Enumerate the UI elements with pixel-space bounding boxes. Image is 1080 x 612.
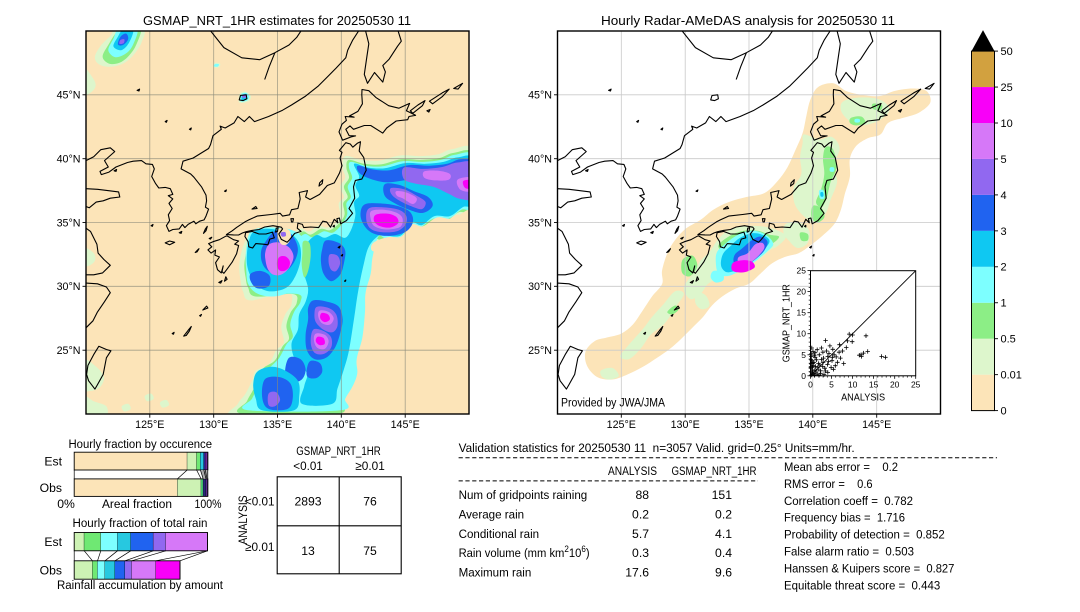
svg-text:13: 13 bbox=[301, 544, 315, 558]
svg-text:GSMAP_NRT_1HR: GSMAP_NRT_1HR bbox=[781, 284, 793, 362]
svg-text:130°E: 130°E bbox=[671, 419, 700, 431]
svg-text:0.2: 0.2 bbox=[715, 508, 732, 522]
svg-text:45°N: 45°N bbox=[528, 90, 552, 102]
svg-text:≥0.01: ≥0.01 bbox=[245, 540, 275, 554]
svg-text:30°N: 30°N bbox=[528, 281, 552, 293]
svg-text:2: 2 bbox=[1001, 262, 1007, 274]
svg-text:151: 151 bbox=[712, 488, 733, 502]
svg-text:0.5: 0.5 bbox=[1001, 334, 1016, 346]
svg-text:5.7: 5.7 bbox=[632, 527, 649, 541]
svg-text:<0.01: <0.01 bbox=[245, 495, 275, 509]
svg-text:76: 76 bbox=[363, 495, 377, 509]
svg-text:5: 5 bbox=[829, 379, 834, 389]
svg-text:20: 20 bbox=[890, 379, 900, 389]
svg-text:30°N: 30°N bbox=[57, 281, 81, 293]
svg-text:Rainfall accumulation by amoun: Rainfall accumulation by amount bbox=[57, 578, 224, 592]
svg-text:Equitable threat score = 0.44: Equitable threat score = 0.443 bbox=[784, 578, 940, 592]
svg-text:140°E: 140°E bbox=[327, 419, 356, 431]
svg-text:40°N: 40°N bbox=[528, 154, 552, 166]
svg-text:88: 88 bbox=[635, 488, 649, 502]
svg-text:0: 0 bbox=[1001, 406, 1007, 418]
svg-text:20: 20 bbox=[797, 287, 807, 297]
svg-text:Est: Est bbox=[44, 535, 62, 549]
svg-text:3: 3 bbox=[1001, 226, 1007, 238]
svg-text:5: 5 bbox=[1001, 154, 1007, 166]
svg-text:125°E: 125°E bbox=[135, 419, 164, 431]
svg-text:50: 50 bbox=[1001, 46, 1013, 58]
svg-text:RMS error = 0.6: RMS error = 0.6 bbox=[784, 477, 873, 491]
svg-text:135°E: 135°E bbox=[263, 419, 292, 431]
svg-text:0: 0 bbox=[808, 379, 813, 389]
svg-text:10: 10 bbox=[1001, 118, 1013, 130]
svg-text:0.4: 0.4 bbox=[715, 546, 732, 560]
svg-text:<0.01: <0.01 bbox=[293, 459, 323, 473]
svg-text:Rain volume (mm km2106): Rain volume (mm km2106) bbox=[459, 544, 590, 560]
svg-text:25°N: 25°N bbox=[528, 345, 552, 357]
svg-text:4: 4 bbox=[1001, 190, 1007, 202]
svg-text:35°N: 35°N bbox=[57, 217, 81, 229]
svg-text:15: 15 bbox=[797, 308, 807, 318]
svg-text:Average rain: Average rain bbox=[459, 508, 524, 522]
svg-text:125°E: 125°E bbox=[607, 419, 636, 431]
svg-text:25°N: 25°N bbox=[57, 345, 81, 357]
svg-text:Conditional rain: Conditional rain bbox=[459, 527, 539, 541]
svg-text:0.3: 0.3 bbox=[632, 546, 649, 560]
svg-text:25: 25 bbox=[1001, 82, 1013, 94]
svg-text:False alarm ratio = 0.503: False alarm ratio = 0.503 bbox=[784, 545, 914, 559]
svg-text:Probability of detection = 0.: Probability of detection = 0.852 bbox=[784, 528, 945, 542]
svg-text:0%: 0% bbox=[57, 497, 75, 511]
svg-text:Hourly fraction by occurence: Hourly fraction by occurence bbox=[69, 437, 213, 451]
svg-text:145°E: 145°E bbox=[391, 419, 420, 431]
svg-text:ANALYSIS: ANALYSIS bbox=[236, 496, 250, 545]
svg-text:Hourly fraction of total rain: Hourly fraction of total rain bbox=[73, 516, 208, 530]
svg-text:135°E: 135°E bbox=[734, 419, 763, 431]
svg-text:Maximum rain: Maximum rain bbox=[459, 565, 532, 579]
svg-text:Correlation coeff = 0.782: Correlation coeff = 0.782 bbox=[784, 494, 913, 508]
svg-text:17.6: 17.6 bbox=[625, 565, 649, 579]
svg-text:10: 10 bbox=[797, 329, 807, 339]
svg-text:2893: 2893 bbox=[294, 495, 321, 509]
svg-text:1: 1 bbox=[1001, 298, 1007, 310]
svg-text:0.2: 0.2 bbox=[632, 508, 649, 522]
svg-text:ANALYSIS: ANALYSIS bbox=[841, 391, 885, 403]
svg-text:45°N: 45°N bbox=[57, 90, 81, 102]
svg-text:140°E: 140°E bbox=[798, 419, 827, 431]
svg-text:Frequency bias = 1.716: Frequency bias = 1.716 bbox=[784, 511, 905, 525]
svg-text:25: 25 bbox=[797, 266, 807, 276]
svg-text:25: 25 bbox=[911, 379, 921, 389]
svg-text:GSMAP_NRT_1HR estimates for 20: GSMAP_NRT_1HR estimates for 20250530 11 bbox=[143, 13, 411, 28]
svg-text:10: 10 bbox=[848, 379, 858, 389]
svg-text:5: 5 bbox=[801, 350, 806, 360]
svg-text:40°N: 40°N bbox=[57, 154, 81, 166]
svg-text:75: 75 bbox=[363, 544, 377, 558]
svg-text:4.1: 4.1 bbox=[715, 527, 732, 541]
svg-text:Validation statistics for 2025: Validation statistics for 20250530 11 n=… bbox=[459, 441, 855, 455]
svg-text:GSMAP_NRT_1HR: GSMAP_NRT_1HR bbox=[296, 444, 381, 458]
svg-text:ANALYSIS: ANALYSIS bbox=[608, 464, 657, 478]
svg-text:Obs: Obs bbox=[40, 481, 62, 495]
svg-text:GSMAP_NRT_1HR: GSMAP_NRT_1HR bbox=[672, 464, 757, 478]
svg-text:Hourly Radar-AMeDAS analysis f: Hourly Radar-AMeDAS analysis for 2025053… bbox=[601, 13, 895, 28]
svg-text:≥0.01: ≥0.01 bbox=[355, 459, 385, 473]
svg-text:0.01: 0.01 bbox=[1001, 370, 1022, 382]
svg-text:130°E: 130°E bbox=[199, 419, 228, 431]
svg-text:15: 15 bbox=[869, 379, 879, 389]
svg-text:Mean abs error = 0.2: Mean abs error = 0.2 bbox=[784, 460, 898, 474]
svg-text:Hanssen & Kuipers score = 0.8: Hanssen & Kuipers score = 0.827 bbox=[784, 561, 955, 575]
svg-text:100%: 100% bbox=[195, 497, 222, 511]
svg-text:145°E: 145°E bbox=[862, 419, 891, 431]
svg-text:Provided by JWA/JMA: Provided by JWA/JMA bbox=[561, 396, 666, 410]
svg-text:Areal fraction: Areal fraction bbox=[102, 497, 172, 511]
svg-text:9.6: 9.6 bbox=[715, 565, 732, 579]
svg-text:Obs: Obs bbox=[40, 564, 62, 578]
svg-text:Est: Est bbox=[44, 455, 62, 469]
svg-text:0: 0 bbox=[801, 371, 806, 381]
svg-text:35°N: 35°N bbox=[528, 217, 552, 229]
svg-text:Num of gridpoints raining: Num of gridpoints raining bbox=[459, 488, 588, 502]
